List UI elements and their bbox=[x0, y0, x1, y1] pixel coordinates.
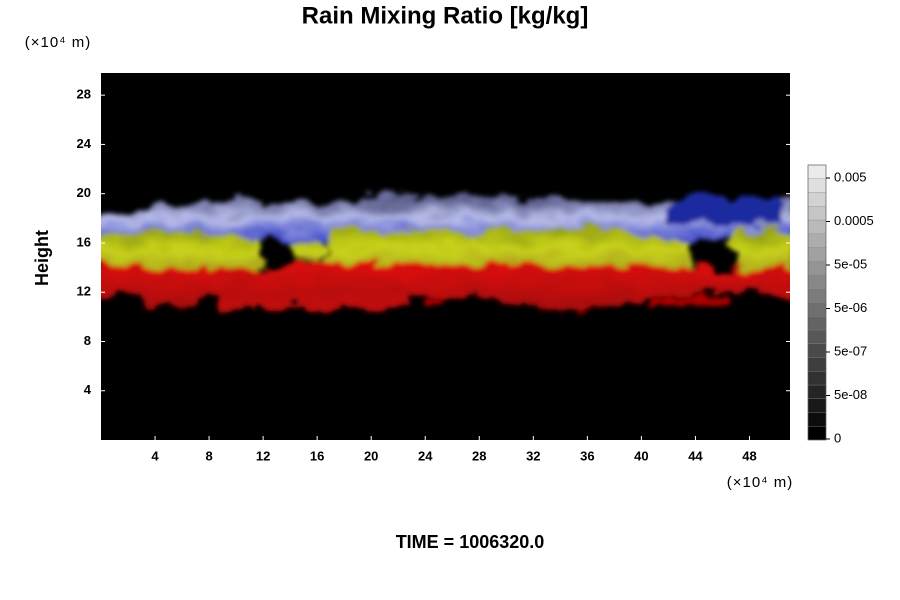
chart-title: Rain Mixing Ratio [kg/kg] bbox=[302, 2, 589, 29]
y-tick-label: 12 bbox=[77, 284, 91, 299]
colorbar: 0 5e-08 5e-07 5e-06 5e-05 0.0005 0.005 bbox=[807, 164, 874, 445]
x-tick-label: 16 bbox=[310, 448, 324, 463]
colorbar-step bbox=[807, 302, 827, 317]
colorbar-step bbox=[807, 219, 827, 234]
colorbar-step bbox=[807, 371, 827, 386]
colorbar-tick-label: 0.0005 bbox=[834, 213, 874, 228]
x-tick-label: 48 bbox=[742, 448, 756, 463]
colorbar-step bbox=[807, 288, 827, 303]
field-layer bbox=[220, 296, 410, 306]
field-layer bbox=[735, 228, 790, 272]
y-tick-label: 4 bbox=[84, 382, 92, 397]
colorbar-step bbox=[807, 261, 827, 276]
field-layer bbox=[290, 236, 330, 262]
field-layer bbox=[101, 196, 790, 240]
x-tick-label: 40 bbox=[634, 448, 648, 463]
x-unit-label: (×10⁴ m) bbox=[727, 474, 794, 491]
x-tick-label: 8 bbox=[205, 448, 212, 463]
colorbar-step bbox=[807, 398, 827, 413]
x-tick-label: 4 bbox=[151, 448, 159, 463]
x-tick-label: 44 bbox=[688, 448, 703, 463]
y-tick-label: 28 bbox=[77, 87, 91, 102]
colorbar-step bbox=[807, 412, 827, 427]
y-tick-label: 16 bbox=[77, 234, 91, 249]
x-tick-label: 36 bbox=[580, 448, 594, 463]
colorbar-step bbox=[807, 206, 827, 221]
colorbar-step bbox=[807, 426, 827, 441]
colorbar-step bbox=[807, 357, 827, 372]
colorbar-frame bbox=[807, 164, 827, 441]
rain-field bbox=[101, 195, 790, 312]
colorbar-tick-label: 5e-06 bbox=[834, 300, 867, 315]
colorbar-step bbox=[807, 164, 827, 179]
colorbar-step bbox=[807, 384, 827, 399]
colorbar-tick-label: 5e-05 bbox=[834, 256, 867, 271]
colorbar-step bbox=[807, 329, 827, 344]
y-axis-label: Height bbox=[32, 230, 52, 286]
colorbar-step bbox=[807, 274, 827, 289]
colorbar-tick-label: 0 bbox=[834, 430, 841, 445]
x-tick-label: 24 bbox=[418, 448, 433, 463]
colorbar-tick-label: 5e-08 bbox=[834, 387, 867, 402]
x-tick-label: 32 bbox=[526, 448, 540, 463]
colorbar-tick-label: 5e-07 bbox=[834, 343, 867, 358]
time-label: TIME = 1006320.0 bbox=[396, 532, 545, 552]
field-layer bbox=[670, 195, 780, 226]
colorbar-step bbox=[807, 178, 827, 193]
x-tick-label: 28 bbox=[472, 448, 486, 463]
y-tick-label: 8 bbox=[84, 333, 91, 348]
y-tick-label: 24 bbox=[77, 136, 92, 151]
x-tick-label: 12 bbox=[256, 448, 270, 463]
colorbar-step bbox=[807, 233, 827, 248]
field-layer bbox=[101, 230, 262, 272]
field-layer bbox=[425, 298, 725, 306]
field-layer bbox=[330, 225, 690, 272]
y-tick-label: 20 bbox=[77, 185, 91, 200]
colorbar-step bbox=[807, 192, 827, 207]
colorbar-step bbox=[807, 343, 827, 358]
field-layer bbox=[101, 262, 790, 312]
colorbar-step bbox=[807, 247, 827, 262]
colorbar-tick-label: 0.005 bbox=[834, 169, 867, 184]
colorbar-step bbox=[807, 316, 827, 331]
x-tick-label: 20 bbox=[364, 448, 378, 463]
y-unit-label: (×10⁴ m) bbox=[25, 34, 92, 51]
